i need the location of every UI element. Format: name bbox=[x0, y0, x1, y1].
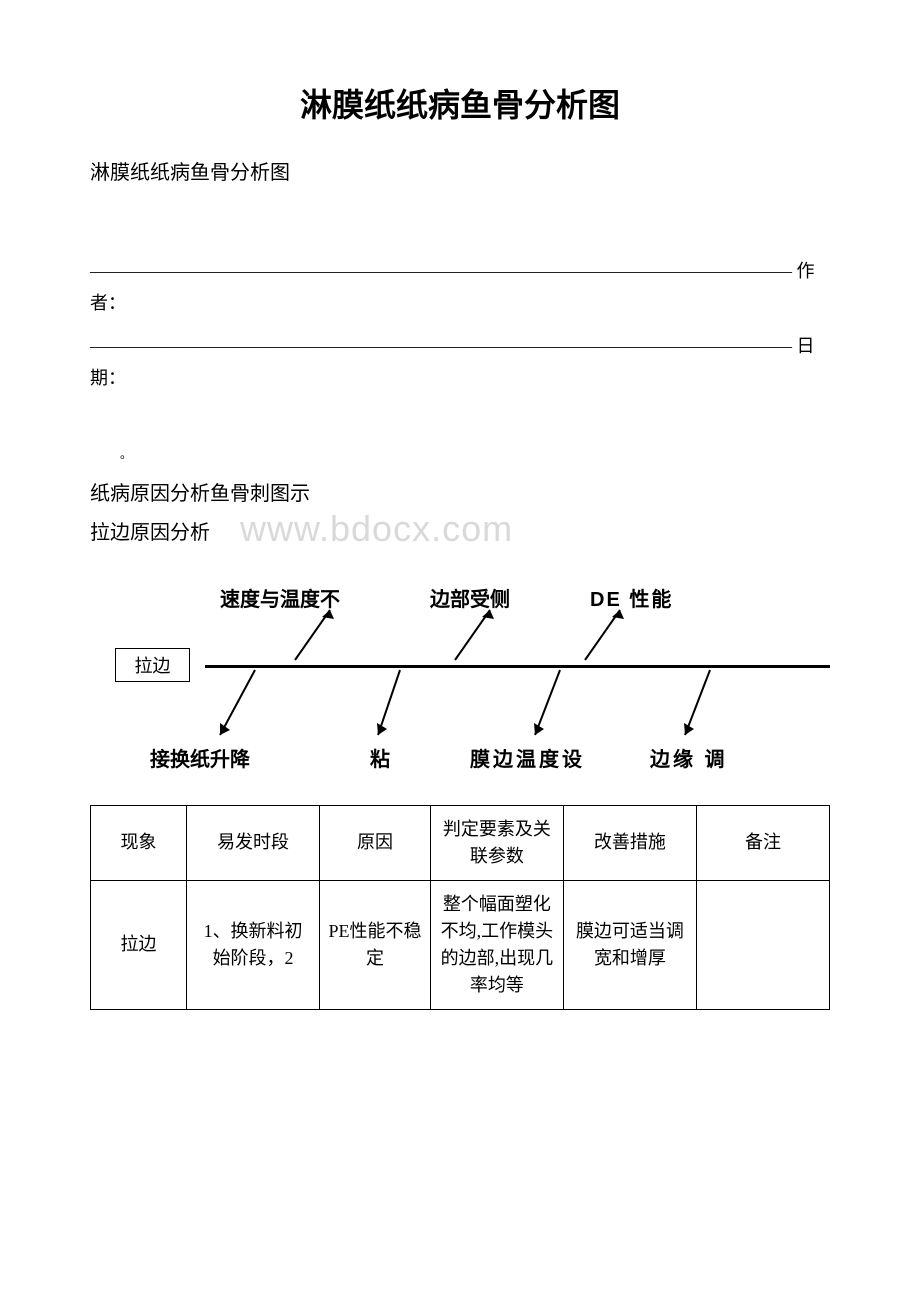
fishbone-cause-top-3: DE 性能 bbox=[590, 583, 673, 612]
fishbone-problem-label: 拉边 bbox=[135, 652, 171, 678]
fishbone-cause-top-2: 边部受侧 bbox=[430, 583, 510, 612]
table-header-improvement: 改善措施 bbox=[563, 805, 696, 880]
table-header-cause: 原因 bbox=[320, 805, 431, 880]
table-header-row: 现象 易发时段 原因 判定要素及关联参数 改善措施 备注 bbox=[91, 805, 830, 880]
analysis-table: 现象 易发时段 原因 判定要素及关联参数 改善措施 备注 拉边 1、换新料初始阶… bbox=[90, 805, 830, 1010]
date-line: ——————————————————————————————————————— … bbox=[90, 330, 830, 395]
fishbone-cause-bottom-2: 粘 bbox=[370, 743, 390, 772]
document-title: 淋膜纸纸病鱼骨分析图 bbox=[90, 80, 830, 126]
table-header-criteria: 判定要素及关联参数 bbox=[430, 805, 563, 880]
table-row: 拉边 1、换新料初始阶段，2 PE性能不稳定 整个幅面塑化不均,工作模头的边部,… bbox=[91, 880, 830, 1009]
author-line: ——————————————————————————————————————— … bbox=[90, 255, 830, 320]
table-cell-cause: PE性能不稳定 bbox=[320, 880, 431, 1009]
section-heading-fishbone: 纸病原因分析鱼骨刺图示 bbox=[90, 477, 830, 506]
table-cell-period: 1、换新料初始阶段，2 bbox=[187, 880, 320, 1009]
watermark-container: 拉边原因分析 www.bdocx.com bbox=[90, 516, 830, 545]
table-cell-criteria: 整个幅面塑化不均,工作模头的边部,出现几率均等 bbox=[430, 880, 563, 1009]
table-cell-phenomenon: 拉边 bbox=[91, 880, 187, 1009]
table-header-phenomenon: 现象 bbox=[91, 805, 187, 880]
fishbone-cause-bottom-3: 膜边温度设 bbox=[470, 743, 585, 772]
table-header-remarks: 备注 bbox=[696, 805, 829, 880]
fishbone-diagram: 拉边 速度与温度不 边部受侧 DE 性能 接换纸升降 粘 膜边温度设 边缘 调 bbox=[90, 565, 830, 775]
table-cell-remarks bbox=[696, 880, 829, 1009]
fishbone-cause-bottom-1: 接换纸升降 bbox=[150, 743, 250, 772]
fishbone-cause-top-1: 速度与温度不 bbox=[220, 583, 340, 612]
fishbone-spine bbox=[205, 665, 830, 668]
punctuation-mark: 。 bbox=[120, 445, 830, 462]
document-subtitle: 淋膜纸纸病鱼骨分析图 bbox=[90, 156, 830, 185]
fishbone-problem-box: 拉边 bbox=[115, 648, 190, 682]
table-cell-improvement: 膜边可适当调宽和增厚 bbox=[563, 880, 696, 1009]
fishbone-cause-bottom-4: 边缘 调 bbox=[650, 743, 728, 772]
section-heading-analysis: 拉边原因分析 bbox=[90, 516, 830, 545]
table-header-period: 易发时段 bbox=[187, 805, 320, 880]
